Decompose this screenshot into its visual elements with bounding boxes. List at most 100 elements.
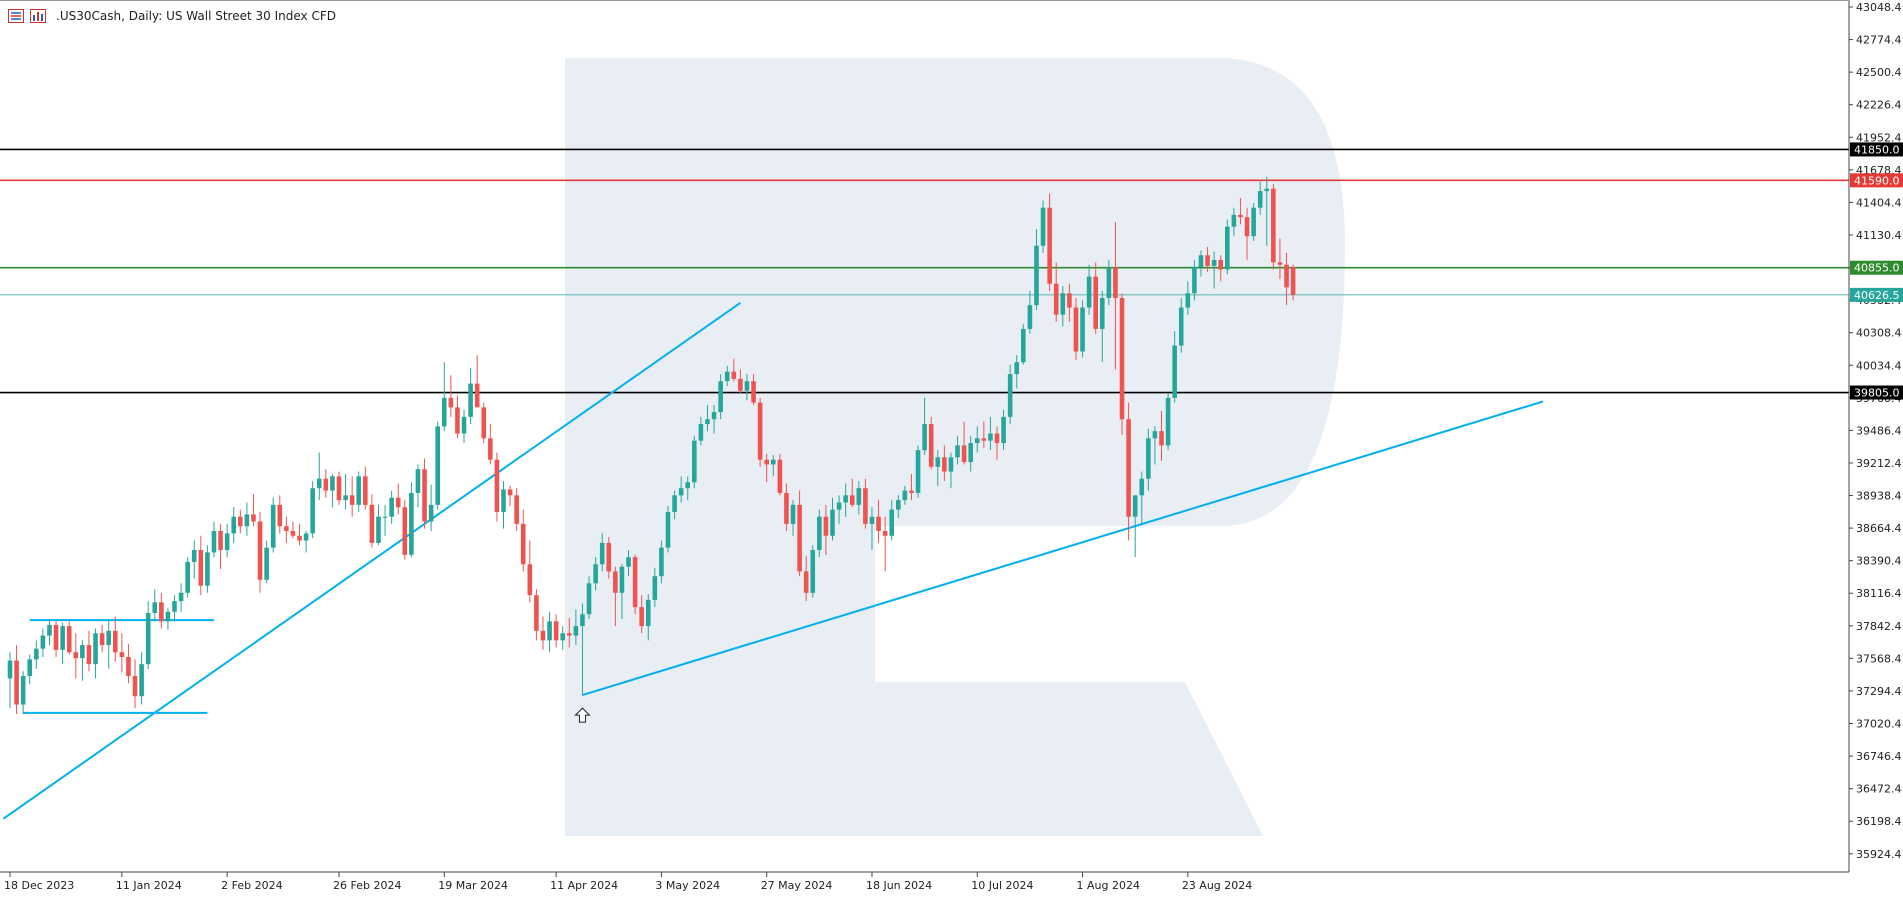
candle <box>1014 355 1020 389</box>
candle-body <box>1290 267 1296 295</box>
candle-body <box>1271 188 1276 263</box>
candle <box>343 473 348 510</box>
upper-resistance-label: 41850.0 <box>1854 143 1900 156</box>
candle <box>132 659 138 709</box>
candle-body <box>40 635 46 649</box>
candle <box>632 554 638 615</box>
candle <box>560 626 566 650</box>
candle-body <box>744 381 750 391</box>
candle <box>797 490 802 577</box>
price-tick-label: 37294.4 <box>1856 685 1902 698</box>
candle-body <box>119 652 125 657</box>
candle <box>395 483 401 515</box>
time-tick-label: 18 Jun 2024 <box>866 879 932 892</box>
candle <box>961 421 967 465</box>
price-tick-label: 38664.4 <box>1856 522 1902 535</box>
candle <box>363 466 368 510</box>
candle-body <box>843 495 848 503</box>
candle-body <box>514 495 519 524</box>
candle-body <box>988 433 993 441</box>
price-tick-label: 41404.4 <box>1856 196 1902 209</box>
price-tick-label: 42500.4 <box>1856 66 1902 79</box>
candle-body <box>224 533 230 551</box>
candle-body <box>257 521 263 580</box>
price-tick-label: 37568.4 <box>1856 652 1902 665</box>
candle-body <box>422 469 427 522</box>
candle <box>422 458 427 529</box>
candle-body <box>303 533 309 541</box>
candle-body <box>1067 293 1072 308</box>
time-tick-label: 11 Jan 2024 <box>116 879 182 892</box>
candle-body <box>395 497 401 508</box>
candle <box>553 614 559 648</box>
candle <box>1132 495 1138 558</box>
candle-body <box>389 497 394 517</box>
candle-body <box>86 645 92 665</box>
candle-body <box>369 504 375 543</box>
candle <box>1060 286 1066 327</box>
candle-body <box>784 492 789 524</box>
candle <box>494 452 500 522</box>
green-level-price-tag <box>1850 260 1903 275</box>
candle-body <box>191 550 197 562</box>
arrow-up-icon <box>574 707 591 723</box>
candle <box>66 621 72 655</box>
candle <box>185 557 190 598</box>
candle-body <box>20 676 26 705</box>
candle-body <box>238 516 243 527</box>
candle-body <box>896 500 901 510</box>
candle <box>211 521 217 558</box>
candle-body <box>849 495 855 505</box>
chart-list-icon[interactable] <box>8 9 24 23</box>
candle <box>645 593 651 641</box>
candle-body <box>316 478 322 489</box>
candle <box>112 616 118 662</box>
candle <box>7 652 13 709</box>
candle <box>896 495 901 518</box>
candle-body <box>731 371 737 379</box>
candle-body <box>1021 328 1026 363</box>
candle-body <box>1172 345 1177 398</box>
candle <box>665 506 671 553</box>
candle <box>264 540 269 584</box>
candle-body <box>356 476 362 505</box>
candle-body <box>1264 188 1270 192</box>
candle <box>310 481 315 539</box>
time-tick-label: 18 Dec 2023 <box>4 879 74 892</box>
candle-body <box>264 547 269 580</box>
trendline-lower-left <box>2 301 741 820</box>
candle <box>1192 259 1197 301</box>
candle <box>80 640 85 681</box>
candle <box>942 445 947 482</box>
candle-body <box>705 419 710 425</box>
bar-chart-icon[interactable] <box>30 9 46 23</box>
candle <box>488 424 493 465</box>
candle <box>428 484 434 531</box>
price-tick-label: 43048.4 <box>1856 1 1902 14</box>
candle <box>198 535 204 596</box>
candle-body <box>882 530 888 536</box>
candle <box>606 536 612 579</box>
candle <box>856 481 862 515</box>
upper-resistance-price-tag <box>1850 142 1903 157</box>
candle-body <box>718 381 723 413</box>
candle <box>474 355 480 408</box>
candle <box>1218 255 1224 282</box>
support-label: 39805.0 <box>1854 387 1900 400</box>
candle <box>1251 202 1256 241</box>
candle-body <box>1119 298 1125 420</box>
candle <box>145 601 151 669</box>
candle-body <box>994 433 1000 444</box>
candle-body <box>218 530 223 551</box>
candle <box>928 416 934 470</box>
candle <box>1146 428 1151 491</box>
candle <box>902 485 908 505</box>
candle-body <box>270 504 276 548</box>
watermark-r-stem <box>565 58 720 836</box>
candle <box>935 450 941 486</box>
candle <box>790 500 796 536</box>
candle-body <box>573 626 579 636</box>
candle-body <box>626 557 631 567</box>
